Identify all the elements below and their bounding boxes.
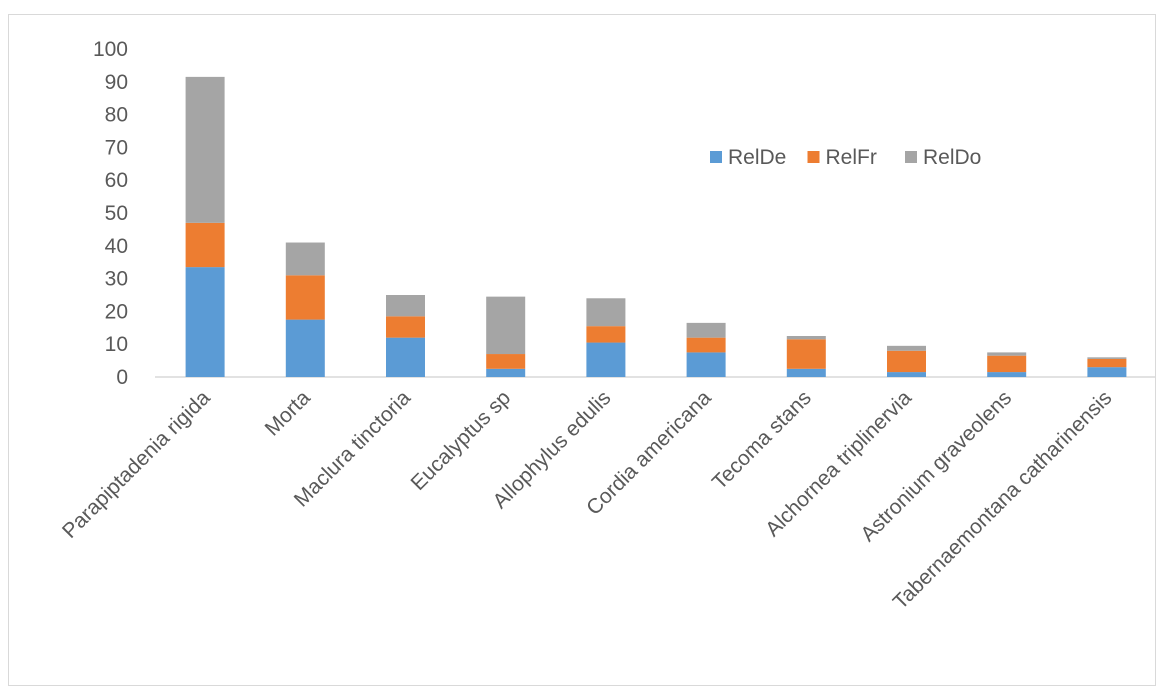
bar-segment-reldo <box>1087 357 1127 359</box>
bar-segment-relfr <box>786 339 826 369</box>
bar-segment-reldo <box>285 242 325 276</box>
y-tick-label: 0 <box>116 366 128 389</box>
legend-label: RelDe <box>728 146 786 169</box>
bar-segment-reldo <box>586 298 626 327</box>
bar-segment-relde <box>586 342 626 377</box>
bar-segment-reldo <box>786 336 826 340</box>
bar-segment-reldo <box>386 295 425 317</box>
y-axis-ticks: 0 10 20 30 40 50 60 70 80 90 100 <box>93 38 128 389</box>
y-tick-label: 70 <box>105 136 128 159</box>
bar-segment-relfr <box>887 350 926 373</box>
y-tick-label: 60 <box>105 169 128 192</box>
bar-segment-relde <box>386 337 425 377</box>
bar-segment-relfr <box>686 337 726 353</box>
bars <box>185 76 1127 377</box>
legend-swatch <box>905 151 917 163</box>
bar-segment-relde <box>786 368 826 377</box>
bar-segment-relde <box>1087 367 1127 377</box>
bar-segment-relfr <box>987 355 1027 373</box>
y-tick-label: 100 <box>93 38 128 61</box>
bar-segment-relde <box>987 372 1027 377</box>
bar-segment-relfr <box>386 316 425 338</box>
legend-swatch <box>807 151 820 163</box>
y-tick-label: 80 <box>105 104 128 127</box>
bar-segment-reldo <box>686 322 726 338</box>
legend-swatch <box>710 151 722 163</box>
chart-frame: 0 10 20 30 40 50 60 70 80 90 100 Parapiptadenia ri… <box>8 14 1156 686</box>
bar-segment-reldo <box>486 296 526 355</box>
y-tick-label: 50 <box>105 202 128 225</box>
bar-segment-relde <box>887 372 926 377</box>
category-label: Parapiptadenia rigida <box>58 386 215 543</box>
category-label: Eucalyptus sp <box>407 386 516 495</box>
y-tick-label: 20 <box>105 300 128 323</box>
bar-segment-relde <box>686 352 726 377</box>
bar-segment-reldo <box>987 352 1027 356</box>
bar-segment-reldo <box>185 76 225 223</box>
legend-label: RelFr <box>826 146 877 169</box>
category-label: Morta <box>261 386 315 440</box>
bar-segment-relde <box>486 368 526 377</box>
bar-segment-relfr <box>285 275 325 320</box>
y-tick-label: 90 <box>105 71 128 94</box>
bar-segment-relfr <box>486 354 526 369</box>
bar-segment-relfr <box>586 326 626 343</box>
y-tick-label: 40 <box>105 235 128 258</box>
legend-label: RelDo <box>923 146 981 169</box>
bar-segment-relfr <box>185 222 225 268</box>
category-label: Tabernaemontana catharinensis <box>889 386 1117 614</box>
legend: RelDe RelFr RelDo <box>710 146 981 169</box>
bar-segment-relde <box>185 267 225 377</box>
bar-segment-relde <box>285 319 325 377</box>
category-label: Tecoma stans <box>708 386 816 494</box>
y-tick-label: 10 <box>105 333 128 356</box>
y-tick-label: 30 <box>105 268 128 291</box>
bar-segment-relfr <box>1087 358 1127 368</box>
bar-segment-reldo <box>887 345 926 351</box>
stacked-bar-chart: 0 10 20 30 40 50 60 70 80 90 100 Parapiptadenia ri… <box>58 38 1155 614</box>
